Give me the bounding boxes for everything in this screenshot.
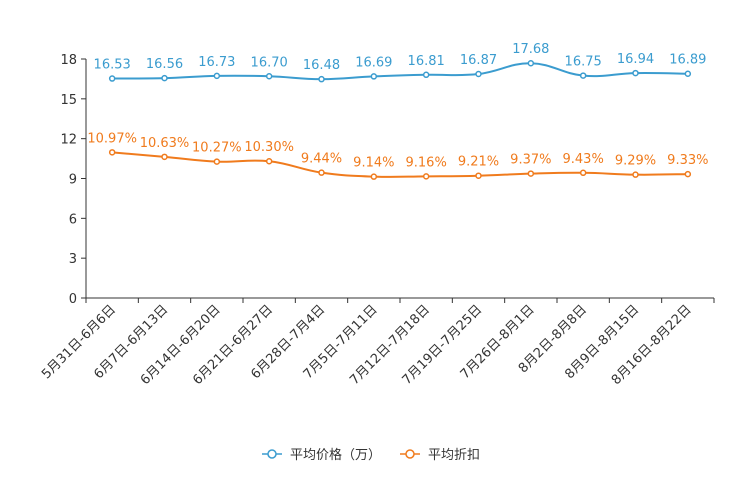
data-point[interactable] <box>213 72 221 80</box>
data-label: 16.81 <box>408 54 445 69</box>
data-label: 16.70 <box>251 55 288 70</box>
y-tick-label: 9 <box>69 173 77 188</box>
legend-label-price: 平均价格（万） <box>290 447 381 463</box>
legend-item-price[interactable]: 平均价格（万） <box>262 447 381 463</box>
data-point[interactable] <box>632 171 639 178</box>
data-point[interactable] <box>265 73 273 80</box>
data-label: 10.63% <box>140 136 190 151</box>
data-label: 9.14% <box>353 156 394 171</box>
data-point[interactable] <box>475 70 482 78</box>
data-point[interactable] <box>475 172 482 179</box>
data-label: 16.75 <box>565 55 602 70</box>
data-point[interactable] <box>318 169 325 176</box>
data-label: 16.94 <box>617 52 654 67</box>
data-point[interactable] <box>422 173 430 180</box>
data-point[interactable] <box>213 158 221 165</box>
legend-label-discount: 平均折扣 <box>428 448 480 463</box>
data-label: 9.21% <box>458 155 499 170</box>
data-label: 16.87 <box>460 53 497 68</box>
data-label: 16.89 <box>669 53 706 68</box>
data-point[interactable] <box>684 70 692 77</box>
data-point[interactable] <box>632 69 639 77</box>
data-point[interactable] <box>370 73 378 80</box>
data-label: 17.68 <box>512 42 549 57</box>
y-tick-label: 0 <box>69 292 77 307</box>
data-label: 16.53 <box>94 58 131 73</box>
legend-marker-price-icon <box>267 449 277 459</box>
data-label: 9.29% <box>615 154 656 169</box>
y-tick-label: 18 <box>60 53 77 68</box>
data-point[interactable] <box>579 72 587 79</box>
data-label: 16.56 <box>146 57 183 72</box>
data-label: 9.44% <box>301 152 342 167</box>
data-point[interactable] <box>318 75 325 83</box>
data-label: 16.73 <box>198 55 235 70</box>
data-point[interactable] <box>422 71 430 79</box>
data-point[interactable] <box>370 173 378 180</box>
data-point[interactable] <box>579 169 587 177</box>
y-tick-label: 6 <box>69 212 77 227</box>
data-point[interactable] <box>161 153 168 161</box>
data-point[interactable] <box>108 75 116 82</box>
data-label: 9.33% <box>667 153 708 168</box>
data-label: 9.43% <box>563 152 604 167</box>
data-label: 9.16% <box>406 155 447 170</box>
legend-item-discount[interactable]: 平均折扣 <box>400 448 480 463</box>
y-tick-label: 3 <box>69 252 77 267</box>
series-1: 10.97% 10.63% 10.27% 10.30% 9.44% 9.14% 9.16% 9… <box>87 131 708 180</box>
chart-legend[interactable]: 平均价格（万） 平均折扣 <box>262 447 480 463</box>
series-line <box>112 151 688 178</box>
data-label: 16.69 <box>355 55 392 70</box>
data-point[interactable] <box>265 157 273 165</box>
data-label: 10.27% <box>192 141 242 156</box>
y-tick-label: 15 <box>60 93 77 108</box>
data-point[interactable] <box>527 170 535 177</box>
series-line <box>112 62 688 81</box>
data-label: 10.97% <box>87 131 137 146</box>
data-point[interactable] <box>527 59 535 67</box>
data-label: 16.48 <box>303 58 340 73</box>
data-point[interactable] <box>684 170 692 178</box>
data-point[interactable] <box>108 149 116 156</box>
legend-marker-discount-icon <box>405 449 415 459</box>
data-label: 10.30% <box>244 140 294 155</box>
series-0: 16.53 16.56 16.73 16.70 16.48 16.69 16.81 16.87… <box>94 42 706 83</box>
series-layer: 16.53 16.56 16.73 16.70 16.48 16.69 16.81 16.87… <box>87 42 708 180</box>
y-tick-label: 12 <box>60 133 77 148</box>
chart-axes: 03691215185月31日-6月6日6月7日-6月13日6月14日-6月20… <box>39 53 715 388</box>
data-label: 9.37% <box>510 153 551 168</box>
data-point[interactable] <box>161 74 168 82</box>
